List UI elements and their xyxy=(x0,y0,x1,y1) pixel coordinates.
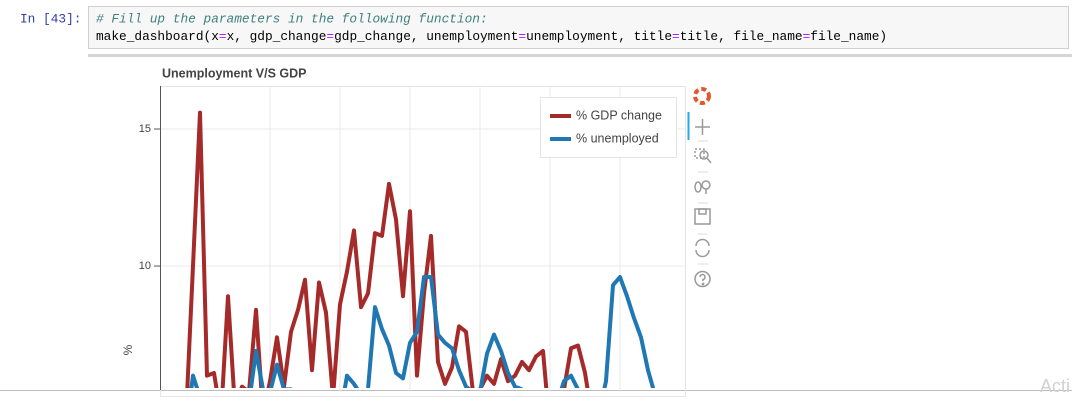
help-tool[interactable] xyxy=(694,270,711,288)
series-line xyxy=(189,275,656,388)
y-tick-label: 15 xyxy=(139,123,151,135)
wheel-zoom-tool[interactable] xyxy=(694,180,711,194)
output-shadow xyxy=(88,54,1072,57)
plot-lines xyxy=(185,110,656,388)
code-line: make_dashboard(x=x, gdp_change=gdp_chang… xyxy=(96,29,887,44)
legend-label: % GDP change xyxy=(576,108,662,122)
cell-prompt: In [43]: xyxy=(20,11,81,26)
legend: % GDP change % unemployed xyxy=(540,97,677,158)
box-zoom-tool[interactable] xyxy=(694,148,712,164)
series-line xyxy=(185,110,590,388)
y-tick-label: 10 xyxy=(139,260,151,272)
reset-tool[interactable] xyxy=(695,238,710,258)
code-box[interactable] xyxy=(88,6,1069,49)
pan-tool[interactable] xyxy=(695,119,710,135)
legend-box xyxy=(540,97,677,158)
code-comment: # Fill up the parameters in the followin… xyxy=(96,11,488,26)
y-axis-label: % xyxy=(121,344,135,355)
legend-label: % unemployed xyxy=(576,131,659,145)
save-tool[interactable] xyxy=(694,208,711,225)
toolbar xyxy=(687,87,712,288)
bokeh-logo[interactable] xyxy=(693,87,711,105)
watermark: Acti xyxy=(1040,376,1070,396)
chart-title: Unemployment V/S GDP xyxy=(162,66,306,80)
